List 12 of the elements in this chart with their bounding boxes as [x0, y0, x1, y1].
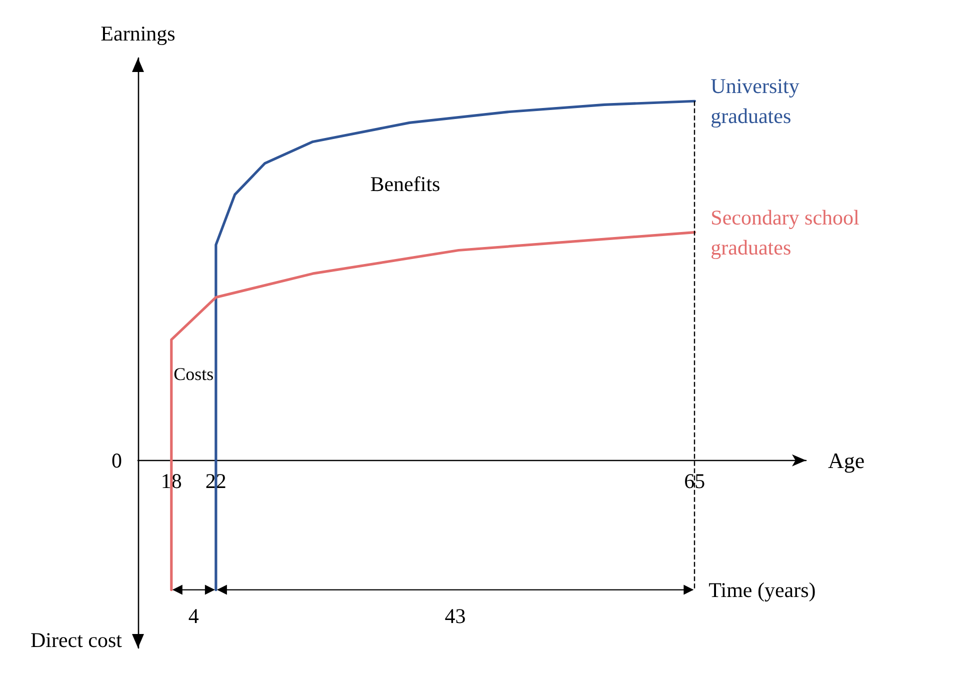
y-axis-title: Earnings	[100, 22, 176, 46]
text: 0	[112, 448, 122, 472]
text: 43	[444, 604, 466, 628]
annotation: Costs	[174, 364, 214, 384]
annotation: Benefits	[370, 172, 440, 196]
text: Direct cost	[30, 628, 122, 652]
series-label: University graduates	[710, 74, 805, 128]
text: 4	[188, 604, 200, 628]
series-label: Secondary school graduates	[710, 205, 865, 260]
x-tick-label: 65	[684, 468, 706, 493]
annotation: Time (years)	[708, 578, 816, 602]
x-axis-title: Age	[828, 448, 865, 473]
